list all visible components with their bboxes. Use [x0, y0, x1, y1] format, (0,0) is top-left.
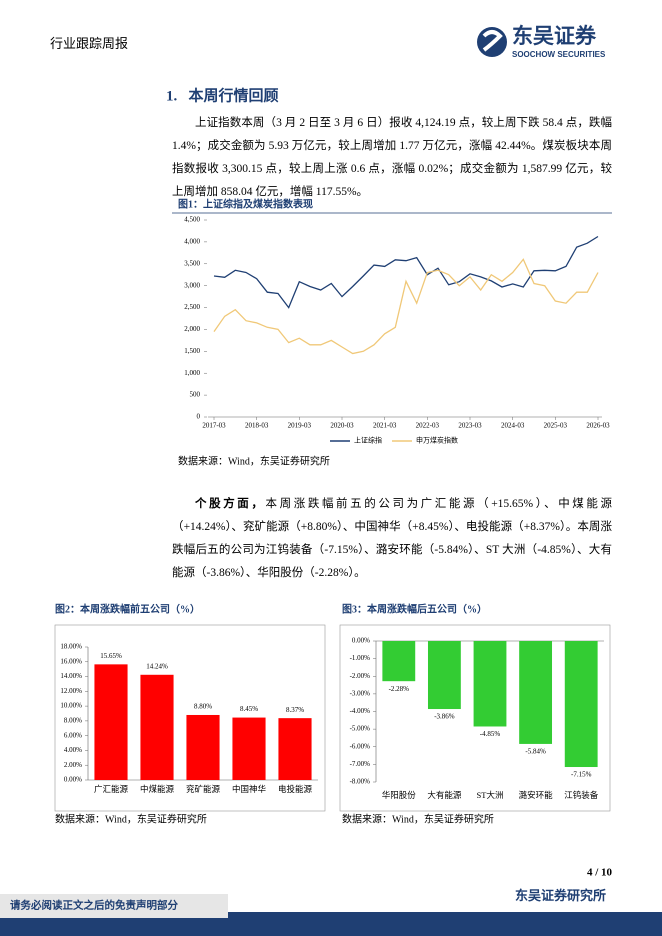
- x-tick-label: 2024-03: [501, 422, 525, 430]
- x-tick-label: 2020-03: [330, 422, 354, 430]
- y-tick-label: -2.00%: [350, 672, 371, 680]
- x-tick-label: 2021-03: [373, 422, 397, 430]
- y-tick-label: 0.00%: [64, 776, 82, 784]
- x-tick-label: 2017-03: [202, 422, 226, 430]
- bar: [140, 674, 174, 780]
- paragraph: 个股方面，本周涨跌幅前五的公司为广汇能源（+15.65%）、中煤能源（+14.2…: [172, 493, 612, 585]
- y-tick-label: 3,500: [184, 259, 200, 267]
- x-tick-label: 华阳股份: [382, 790, 417, 800]
- bar: [427, 641, 461, 710]
- x-tick-label: 2018-03: [245, 422, 269, 430]
- y-tick-label: 4,500: [184, 216, 200, 224]
- paragraph-text: 本周涨跌幅前五的公司为广汇能源（+15.65%）、中煤能源（+14.24%）、兖…: [172, 498, 613, 579]
- value-label: -5.84%: [525, 748, 546, 756]
- x-tick-label: 电投能源: [278, 784, 313, 794]
- bar: [186, 714, 220, 780]
- bar: [473, 641, 507, 727]
- y-tick-label: 1,000: [184, 369, 200, 377]
- y-tick-label: -8.00%: [350, 778, 371, 786]
- y-tick-label: -1.00%: [350, 654, 371, 662]
- x-tick-label: ST大洲: [477, 790, 504, 800]
- footer-institute: 东吴证券研究所: [515, 888, 606, 903]
- bar: [564, 641, 598, 768]
- figure-frame: [54, 624, 326, 812]
- series-line: [213, 258, 599, 355]
- x-tick-label: 2026-03: [586, 422, 610, 430]
- value-label: -7.15%: [571, 771, 592, 779]
- y-tick-label: -4.00%: [350, 707, 371, 715]
- paragraph: 上证指数本周（3 月 2 日至 3 月 6 日）报收 4,124.19 点，较上…: [172, 112, 612, 204]
- y-tick-label: 0: [197, 413, 201, 421]
- section-title: 1. 本周行情回顾: [166, 86, 279, 104]
- x-tick-label: 潞安环能: [519, 790, 554, 800]
- bar: [382, 641, 416, 682]
- paragraph-lead: 个股方面，: [195, 498, 266, 510]
- x-tick-label: 中煤能源: [140, 784, 175, 794]
- figure-source: 数据来源：Wind，东吴证券研究所: [342, 812, 494, 825]
- y-tick-label: 2.00%: [64, 761, 82, 769]
- x-tick-label: 江钨装备: [564, 790, 599, 800]
- x-tick-label: 中国神华: [232, 784, 267, 794]
- y-tick-label: 12.00%: [60, 687, 82, 695]
- bar: [232, 717, 266, 780]
- y-tick-label: 3,000: [184, 281, 200, 289]
- figure-title: 图3：本周涨跌幅后五公司（%）: [342, 602, 487, 615]
- figure-title: 图1：上证综指及煤炭指数表现: [178, 197, 313, 210]
- figure-frame: [339, 624, 611, 812]
- report-type: 行业跟踪周报: [50, 36, 128, 51]
- bar: [278, 718, 312, 780]
- y-tick-label: 16.00%: [60, 657, 82, 665]
- paragraph-text: 上证指数本周（3 月 2 日至 3 月 6 日）报收 4,124.19 点，较上…: [172, 117, 612, 198]
- y-tick-label: 18.00%: [60, 643, 82, 651]
- page-number: 4 / 10: [587, 867, 613, 879]
- value-label: -2.28%: [389, 685, 410, 693]
- y-tick-label: -5.00%: [350, 725, 371, 733]
- y-tick-label: 4.00%: [64, 746, 82, 754]
- value-label: 15.65%: [100, 652, 122, 660]
- x-tick-label: 2019-03: [288, 422, 312, 430]
- bar: [519, 641, 553, 744]
- y-tick-label: 2,000: [184, 325, 200, 333]
- logo-name: 东吴证券: [512, 24, 597, 48]
- y-tick-label: 1,500: [184, 347, 200, 355]
- logo-subtitle: SOOCHOW SECURITIES: [512, 50, 606, 59]
- x-tick-label: 2022-03: [416, 422, 440, 430]
- x-tick-label: 2023-03: [458, 422, 482, 430]
- value-label: 8.37%: [286, 706, 304, 714]
- x-tick-label: 兖矿能源: [186, 784, 221, 794]
- legend-label: 申万煤炭指数: [416, 436, 458, 445]
- value-label: -3.86%: [434, 713, 455, 721]
- y-tick-label: 8.00%: [64, 716, 82, 724]
- y-tick-label: -3.00%: [350, 689, 371, 697]
- y-tick-label: -7.00%: [350, 760, 371, 768]
- x-tick-label: 广汇能源: [94, 784, 129, 794]
- y-tick-label: 10.00%: [60, 702, 82, 710]
- value-label: -4.85%: [480, 730, 501, 738]
- value-label: 14.24%: [146, 662, 168, 670]
- logo: 东吴证券 SOOCHOW SECURITIES: [477, 24, 606, 59]
- value-label: 8.80%: [194, 703, 212, 711]
- figure-title: 图2：本周涨跌幅前五公司（%）: [55, 602, 200, 615]
- legend-label: 上证综指: [354, 436, 382, 445]
- x-tick-label: 大有能源: [427, 790, 462, 800]
- y-tick-label: 2,500: [184, 303, 200, 311]
- y-tick-label: -6.00%: [350, 742, 371, 750]
- figure-source: 数据来源：Wind，东吴证券研究所: [178, 454, 330, 467]
- y-tick-label: 0.00%: [352, 637, 370, 645]
- y-tick-label: 4,000: [184, 237, 200, 245]
- y-tick-label: 6.00%: [64, 731, 82, 739]
- series-line: [213, 235, 599, 309]
- figure-source: 数据来源：Wind，东吴证券研究所: [55, 812, 207, 825]
- y-tick-label: 500: [190, 391, 201, 399]
- disclaimer: 请务必阅读正文之后的免责声明部分: [10, 898, 178, 911]
- x-tick-label: 2025-03: [544, 422, 568, 430]
- value-label: 8.45%: [240, 705, 258, 713]
- bar: [94, 664, 128, 780]
- y-tick-label: 14.00%: [60, 672, 82, 680]
- disclaimer-box: [0, 894, 228, 918]
- logo-icon-mark: [482, 30, 503, 52]
